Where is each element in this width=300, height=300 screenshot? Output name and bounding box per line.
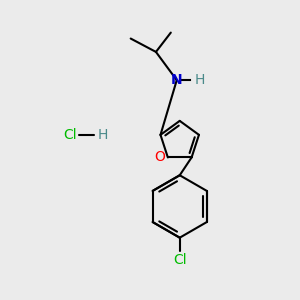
Text: O: O xyxy=(154,150,166,164)
Text: H: H xyxy=(98,128,108,142)
Text: Cl: Cl xyxy=(63,128,76,142)
Text: N: N xyxy=(171,73,183,87)
Text: Cl: Cl xyxy=(173,254,187,267)
Text: H: H xyxy=(195,73,205,87)
